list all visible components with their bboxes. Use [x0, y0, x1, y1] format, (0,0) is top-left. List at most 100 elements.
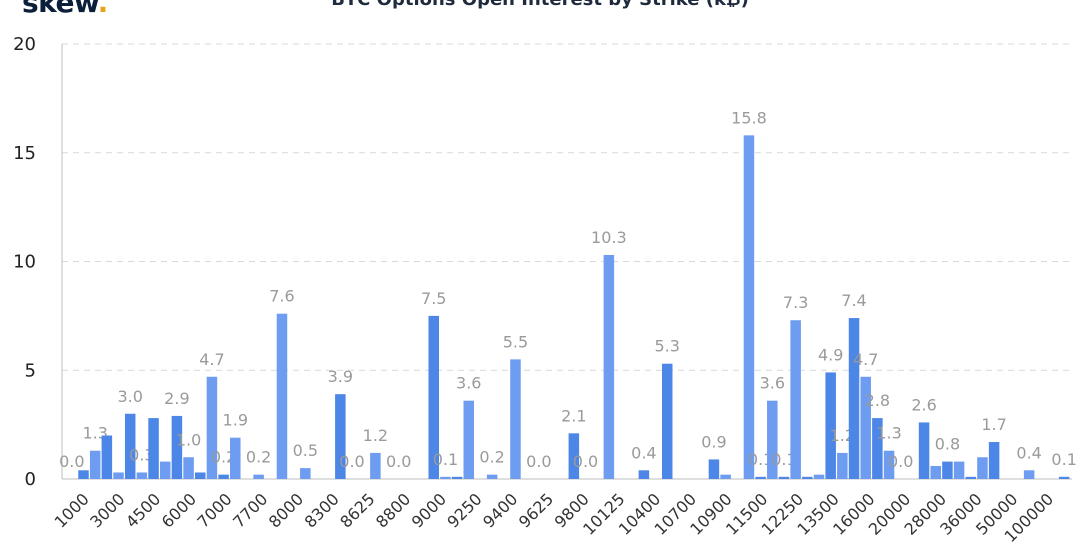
data-label: 0.0 — [339, 452, 364, 471]
bar — [860, 376, 871, 479]
bar — [930, 465, 941, 479]
data-label: 2.1 — [561, 406, 586, 425]
bar — [1023, 470, 1035, 479]
bar — [918, 422, 930, 479]
data-label: 0.4 — [631, 443, 656, 462]
bar — [230, 437, 241, 479]
data-label: 3.9 — [328, 367, 353, 386]
bar — [206, 376, 218, 479]
data-label: 3.6 — [760, 374, 785, 393]
bar — [872, 418, 883, 479]
bar — [942, 461, 953, 479]
data-label: 0.2 — [479, 448, 504, 467]
bar — [778, 476, 790, 479]
bar — [1058, 476, 1070, 479]
bar — [451, 476, 463, 479]
data-label: 2.9 — [164, 389, 189, 408]
bar — [159, 461, 171, 479]
bar — [113, 472, 124, 479]
x-tick-label: 7700 — [229, 489, 271, 531]
bar — [148, 418, 159, 479]
data-label: 1.0 — [176, 430, 201, 449]
data-label: 0.1 — [771, 450, 796, 469]
data-label: 0.8 — [935, 435, 960, 454]
data-label: 0.0 — [59, 452, 84, 471]
data-label: 7.3 — [783, 293, 808, 312]
bar — [825, 372, 836, 479]
bar — [195, 472, 206, 479]
data-label: 1.2 — [363, 426, 388, 445]
chart-title: BTC Options Open Interest by Strike (k₿) — [0, 0, 1080, 10]
x-tick-label: 8625 — [336, 489, 378, 531]
y-tick-label: 20 — [13, 34, 36, 55]
bar — [790, 320, 801, 479]
x-tick-label: 9400 — [479, 489, 521, 531]
bar — [510, 359, 521, 479]
data-label: 0.0 — [386, 452, 411, 471]
data-label: 1.2 — [830, 426, 855, 445]
bar — [977, 457, 988, 479]
bar — [848, 318, 860, 479]
y-tick-label: 5 — [25, 360, 36, 381]
bar — [965, 476, 977, 479]
data-label: 15.8 — [731, 108, 767, 127]
data-label: 2.6 — [911, 395, 936, 414]
data-label: 1.9 — [223, 411, 248, 430]
bar — [661, 363, 673, 479]
bar — [720, 474, 731, 479]
y-tick-label: 0 — [25, 469, 36, 490]
data-label: 0.1 — [1051, 450, 1076, 469]
bar — [136, 472, 148, 479]
bar — [837, 452, 848, 479]
x-tick-label: 1000 — [51, 489, 93, 531]
bar — [708, 459, 720, 479]
bar — [276, 313, 288, 479]
y-tick-label: 15 — [13, 143, 36, 164]
x-tick-label: 8000 — [265, 489, 307, 531]
x-tick-label: 3000 — [86, 489, 128, 531]
bar — [486, 474, 498, 479]
bar — [171, 415, 183, 479]
data-label: 1.3 — [82, 424, 107, 443]
x-tick-label: 9625 — [515, 489, 557, 531]
bar — [463, 400, 475, 479]
data-label: 0.1 — [433, 450, 458, 469]
x-tick-label: 4500 — [122, 489, 164, 531]
bar — [370, 452, 381, 479]
data-label: 5.5 — [503, 332, 528, 351]
bar — [603, 254, 615, 479]
bar — [300, 468, 311, 479]
data-label: 0.9 — [701, 432, 726, 451]
data-label: 1.7 — [981, 415, 1006, 434]
data-label: 0.0 — [526, 452, 551, 471]
data-label: 0.2 — [246, 448, 271, 467]
logo-text: skew — [22, 0, 98, 19]
bar — [124, 413, 136, 479]
data-label: 0.4 — [1016, 443, 1041, 462]
data-label: 0.1 — [748, 450, 773, 469]
bar — [638, 470, 650, 479]
x-tick-label: 9250 — [443, 489, 485, 531]
data-label: 2.8 — [865, 391, 890, 410]
x-tick-label: 6000 — [158, 489, 200, 531]
bar — [78, 470, 89, 479]
data-label: 0.5 — [293, 441, 318, 460]
data-label: 7.6 — [269, 287, 294, 306]
bar — [813, 474, 825, 479]
data-label: 1.3 — [876, 424, 901, 443]
data-label: 7.4 — [841, 291, 866, 310]
bar — [183, 457, 194, 479]
data-label: 4.7 — [853, 350, 878, 369]
data-label: 4.9 — [818, 345, 843, 364]
data-label: 0.2 — [211, 448, 236, 467]
bar — [755, 476, 766, 479]
bar — [428, 315, 439, 479]
data-label: 0.0 — [573, 452, 598, 471]
bar — [988, 442, 1000, 479]
bar — [440, 476, 451, 479]
logo-dot: . — [97, 0, 109, 19]
bar — [218, 474, 229, 479]
x-tick-label: 8800 — [372, 489, 414, 531]
bar — [767, 400, 778, 479]
